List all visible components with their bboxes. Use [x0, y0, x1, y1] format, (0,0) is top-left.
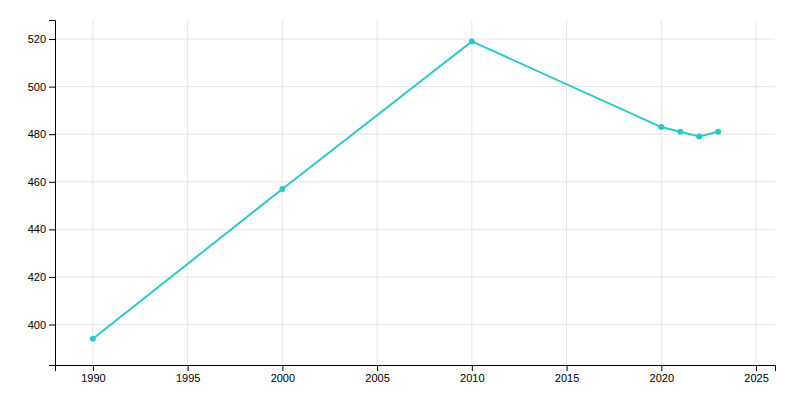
- y-tick: 460: [28, 176, 55, 188]
- y-tick-label: 480: [28, 128, 46, 140]
- x-tick-mark: [472, 365, 473, 371]
- point: [658, 124, 664, 130]
- x-tick: 2015: [555, 365, 579, 384]
- x-tick-label: 1995: [176, 372, 200, 384]
- x-axis-line: [56, 366, 776, 372]
- y-tick-label: 520: [28, 33, 46, 45]
- y-tick: 420: [28, 271, 55, 283]
- y-tick: 520: [28, 33, 55, 45]
- x-tick: 2020: [650, 365, 674, 384]
- chart: 1990 1995 2000 2005 2010 2015 2020 2025 400 420 44…: [0, 0, 800, 400]
- y-grid-line: [55, 276, 775, 277]
- point: [469, 38, 475, 44]
- x-tick-label: 2020: [650, 372, 674, 384]
- x-tick-label: 2015: [555, 372, 579, 384]
- x-grid-line: [187, 20, 188, 365]
- x-tick-mark: [188, 365, 189, 371]
- point: [677, 129, 683, 135]
- x-axis: 1990 1995 2000 2005 2010 2015 2020 2025: [56, 365, 776, 384]
- y-tick: 500: [28, 81, 55, 93]
- x-grid-line: [756, 20, 757, 365]
- point: [90, 336, 96, 342]
- line: [93, 41, 718, 338]
- y-tick-label: 440: [28, 223, 46, 235]
- x-tick: 1990: [81, 365, 105, 384]
- y-axis-line: [49, 21, 56, 366]
- y-tick-mark: [49, 134, 55, 135]
- x-tick: 2010: [460, 365, 484, 384]
- y-tick-label: 500: [28, 81, 46, 93]
- y-tick: 480: [28, 128, 55, 140]
- x-grid-line: [282, 20, 283, 365]
- y-axis: 400 420 440 460 480 500 520: [28, 21, 56, 366]
- y-tick-mark: [49, 39, 55, 40]
- x-grid-line: [471, 20, 472, 365]
- x-tick-mark: [93, 365, 94, 371]
- point: [279, 186, 285, 192]
- y-tick-mark: [49, 229, 55, 230]
- x-grid-line: [92, 20, 93, 365]
- x-tick-label: 2025: [744, 372, 768, 384]
- x-tick-label: 2005: [365, 372, 389, 384]
- x-grid-line: [377, 20, 378, 365]
- x-grid-line: [661, 20, 662, 365]
- x-tick-mark: [756, 365, 757, 371]
- y-tick: 440: [28, 223, 55, 235]
- x-tick-mark: [567, 365, 568, 371]
- x-tick-mark: [377, 365, 378, 371]
- y-tick: 400: [28, 319, 55, 331]
- y-tick-mark: [49, 182, 55, 183]
- x-grid-line: [566, 20, 567, 365]
- plot-area: 1990 1995 2000 2005 2010 2015 2020 2025 400 420 44…: [28, 20, 776, 384]
- y-tick-label: 420: [28, 271, 46, 283]
- y-grid-line: [55, 134, 775, 135]
- x-tick-label: 2000: [271, 372, 295, 384]
- marks: [90, 38, 721, 341]
- x-tick-mark: [282, 365, 283, 371]
- y-grid-line: [55, 181, 775, 182]
- point: [715, 129, 721, 135]
- y-grid-line: [55, 39, 775, 40]
- x-tick: 2005: [365, 365, 389, 384]
- x-tick-label: 1990: [81, 372, 105, 384]
- y-tick-mark: [49, 277, 55, 278]
- x-tick: 2000: [271, 365, 295, 384]
- point: [696, 134, 702, 140]
- y-grid-line: [55, 324, 775, 325]
- y-tick-label: 460: [28, 176, 46, 188]
- x-tick-mark: [661, 365, 662, 371]
- x-tick-label: 2010: [460, 372, 484, 384]
- y-tick-mark: [49, 325, 55, 326]
- grid: [55, 20, 775, 365]
- x-tick: 2025: [744, 365, 768, 384]
- y-tick-label: 400: [28, 319, 46, 331]
- y-grid-line: [55, 229, 775, 230]
- y-tick-mark: [49, 87, 55, 88]
- x-tick: 1995: [176, 365, 200, 384]
